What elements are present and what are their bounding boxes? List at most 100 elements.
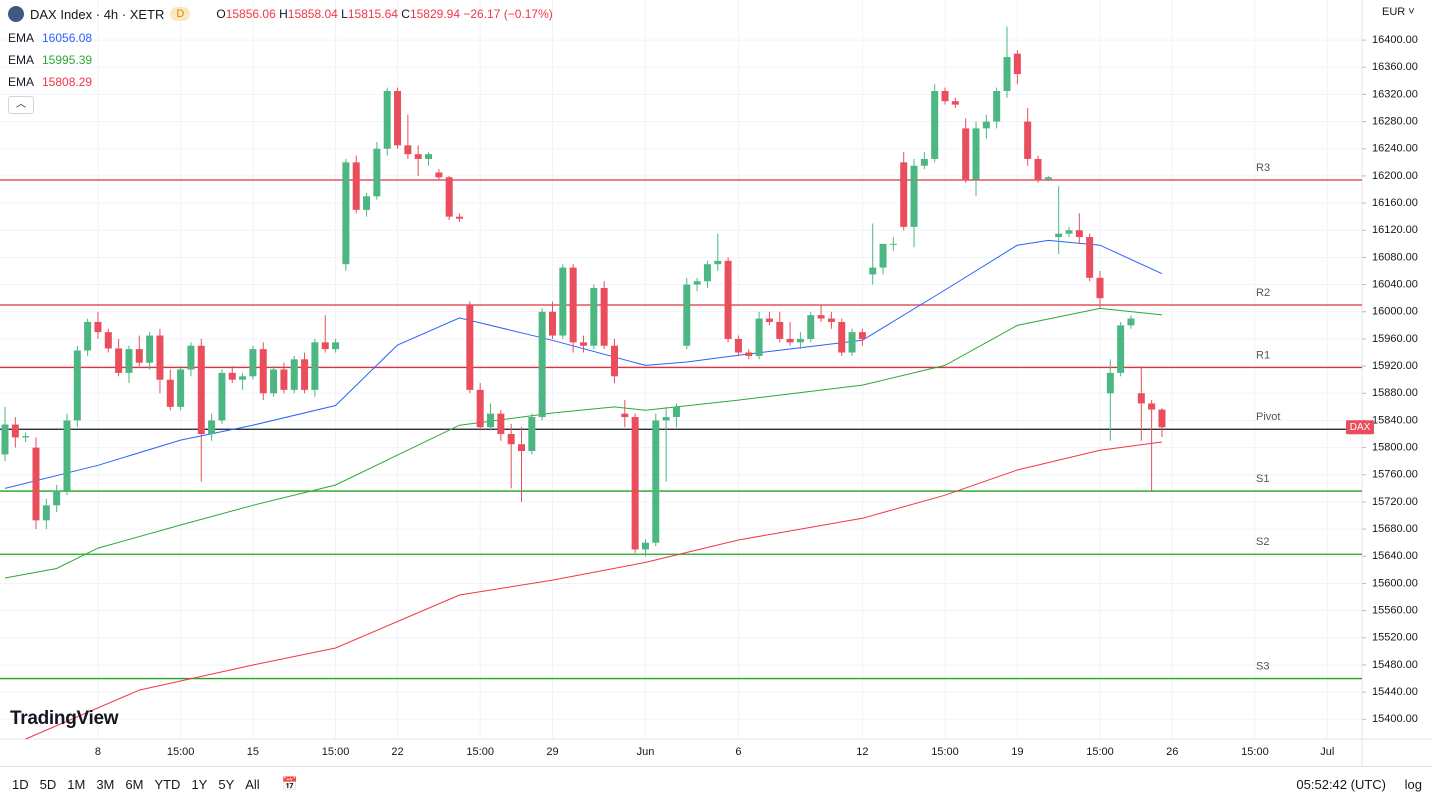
- candle-body: [94, 321, 102, 333]
- y-tick-label: 15640.00: [1372, 550, 1418, 562]
- range-button[interactable]: All: [245, 776, 260, 792]
- legend-row[interactable]: EMA 15808.29: [8, 75, 92, 89]
- range-button[interactable]: 3M: [96, 776, 115, 792]
- range-button[interactable]: 1D: [12, 776, 29, 792]
- range-button[interactable]: 5Y: [218, 776, 235, 792]
- ema-line: [25, 441, 1163, 740]
- x-tick-label: 15:00: [466, 746, 494, 758]
- candle-body: [507, 434, 515, 445]
- x-tick-label: 6: [735, 746, 741, 758]
- collapse-legend-button[interactable]: ︿: [8, 96, 34, 114]
- candle-body: [497, 413, 505, 435]
- candle-body: [1055, 233, 1063, 238]
- x-tick-label: 12: [856, 746, 868, 758]
- candle-body: [1065, 230, 1073, 234]
- candle-body: [734, 338, 742, 353]
- candle-body: [993, 91, 1001, 122]
- candle-body: [125, 349, 133, 373]
- currency: EUR: [1382, 6, 1406, 18]
- calendar-icon[interactable]: 📅: [281, 776, 298, 791]
- x-tick-label: 29: [546, 746, 558, 758]
- candle-body: [249, 349, 257, 377]
- candle-body: [869, 267, 877, 275]
- x-tick-label: 8: [95, 746, 101, 758]
- candle-body: [394, 91, 402, 146]
- candle-body: [383, 91, 391, 149]
- range-buttons: 1D 5D 1M 3M 6M YTD 1Y 5Y All: [12, 777, 260, 792]
- candle-body: [373, 148, 381, 197]
- candle-body: [765, 318, 773, 322]
- candle-body: [827, 318, 835, 322]
- y-tick-label: 15920.00: [1372, 360, 1418, 372]
- candle-body: [518, 444, 525, 452]
- change: −26.17 (−0.17%): [463, 7, 553, 21]
- candle-body: [239, 376, 247, 380]
- legend-name: EMA: [8, 31, 35, 45]
- range-button[interactable]: 1Y: [191, 776, 208, 792]
- candle-body: [807, 315, 815, 339]
- candle-body: [342, 162, 350, 265]
- pivot-level-label: R2: [1256, 287, 1270, 299]
- candle-body: [1044, 177, 1052, 180]
- candle-body: [920, 158, 928, 166]
- log-scale-button[interactable]: log: [1404, 776, 1422, 792]
- y-tick-label: 15440.00: [1372, 686, 1418, 698]
- candle-body: [425, 154, 433, 159]
- legend-row[interactable]: EMA 15995.39: [8, 53, 92, 67]
- candle-body: [590, 287, 598, 346]
- candle-body: [559, 267, 567, 336]
- candle-body: [1086, 237, 1094, 278]
- candle-body: [404, 145, 412, 155]
- candle-body: [600, 287, 608, 346]
- pivot-level-label: S2: [1256, 536, 1269, 548]
- range-button[interactable]: 5D: [39, 776, 57, 792]
- candle-body: [548, 311, 556, 336]
- candle-body: [259, 349, 267, 394]
- x-tick-label: 15:00: [322, 746, 350, 758]
- ema-line: [4, 307, 1163, 579]
- range-button[interactable]: 6M: [125, 776, 144, 792]
- ohlc-label: L: [341, 7, 348, 21]
- candle-body: [951, 101, 959, 105]
- candle-body: [177, 369, 185, 407]
- y-tick-label: 15800.00: [1372, 442, 1418, 454]
- y-tick-label: 16040.00: [1372, 279, 1418, 291]
- candle-body: [156, 335, 164, 380]
- candle-body: [879, 243, 887, 268]
- candle-body: [631, 417, 639, 550]
- candle-body: [104, 332, 112, 349]
- y-tick-label: 15880.00: [1372, 387, 1418, 399]
- legend-row[interactable]: EMA 16056.08: [8, 31, 92, 45]
- range-button[interactable]: YTD: [154, 776, 181, 792]
- y-tick-label: 15720.00: [1372, 496, 1418, 508]
- candle-body: [662, 417, 670, 421]
- candle-body: [683, 284, 691, 346]
- y-tick-label: 16000.00: [1372, 306, 1418, 318]
- range-button[interactable]: 1M: [67, 776, 86, 792]
- y-tick-label: 16320.00: [1372, 88, 1418, 100]
- currency-button[interactable]: EUR ˅: [1382, 6, 1415, 18]
- candle-body: [714, 260, 722, 265]
- candle-body: [569, 267, 577, 343]
- candle-body: [1075, 230, 1083, 238]
- candle-body: [290, 359, 298, 390]
- candle-body: [1117, 325, 1125, 373]
- candle-body: [838, 321, 846, 353]
- candle-body: [817, 315, 825, 319]
- candle-body: [724, 260, 732, 339]
- candle-body: [972, 128, 980, 180]
- y-tick-label: 16240.00: [1372, 143, 1418, 155]
- x-tick-label: 15:00: [1241, 746, 1269, 758]
- ohlc-label: H: [279, 7, 288, 21]
- candle-body: [218, 372, 226, 421]
- y-tick-label: 15400.00: [1372, 713, 1418, 725]
- candle-body: [456, 216, 464, 219]
- symbol-title[interactable]: DAX Index · 4h · XETR: [30, 6, 165, 22]
- x-tick-label: 15:00: [931, 746, 959, 758]
- candle-body: [610, 345, 618, 377]
- candle-body: [858, 332, 866, 339]
- x-tick-label: 26: [1166, 746, 1178, 758]
- candle-body: [11, 424, 19, 438]
- candle-body: [528, 417, 536, 452]
- candle-body: [579, 342, 587, 346]
